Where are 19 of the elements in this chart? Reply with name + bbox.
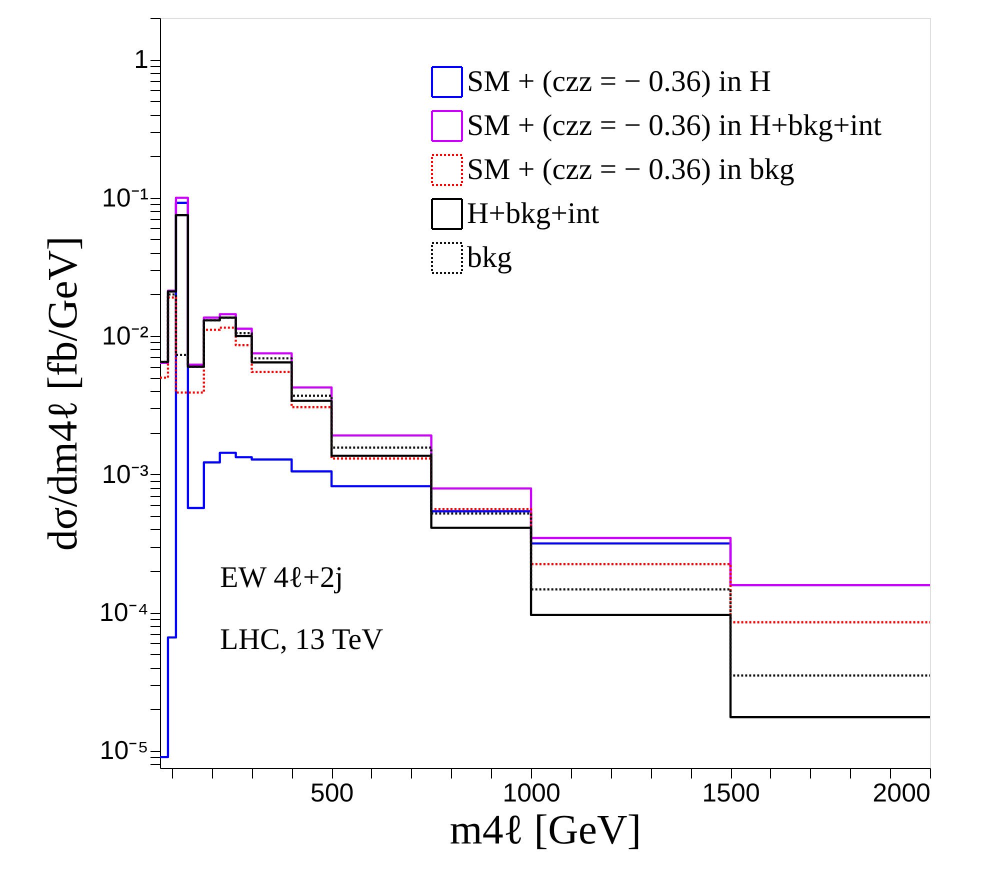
legend-label: SM + (czz = − 0.36) in H+bkg+int [467,109,882,142]
x-tick-label: 2000 [872,778,930,808]
annotation: LHC, 13 TeV [220,623,384,656]
y-tick-label: 10⁻¹ [102,182,149,212]
x-axis-title: m4ℓ [GeV] [450,808,642,854]
annotation: EW 4ℓ+2j [220,561,344,594]
y-tick-label: 10⁻² [102,320,149,351]
legend-label: bkg [467,241,512,274]
y-tick-label: 1 [134,44,148,74]
legend-label: H+bkg+int [467,197,600,230]
x-tick-label: 1500 [702,778,760,808]
y-tick-label: 10⁻⁵ [100,735,148,766]
legend-label: SM + (czz = − 0.36) in bkg [467,153,794,186]
y-tick-label: 10⁻³ [102,458,149,489]
y-axis-title: dσ/dm4ℓ [fb/GeV] [40,236,86,551]
legend-label: SM + (czz = − 0.36) in H [467,65,772,98]
y-tick-label: 10⁻⁴ [99,597,148,628]
x-tick-label: 500 [310,778,354,808]
x-tick-label: 1000 [502,778,560,808]
